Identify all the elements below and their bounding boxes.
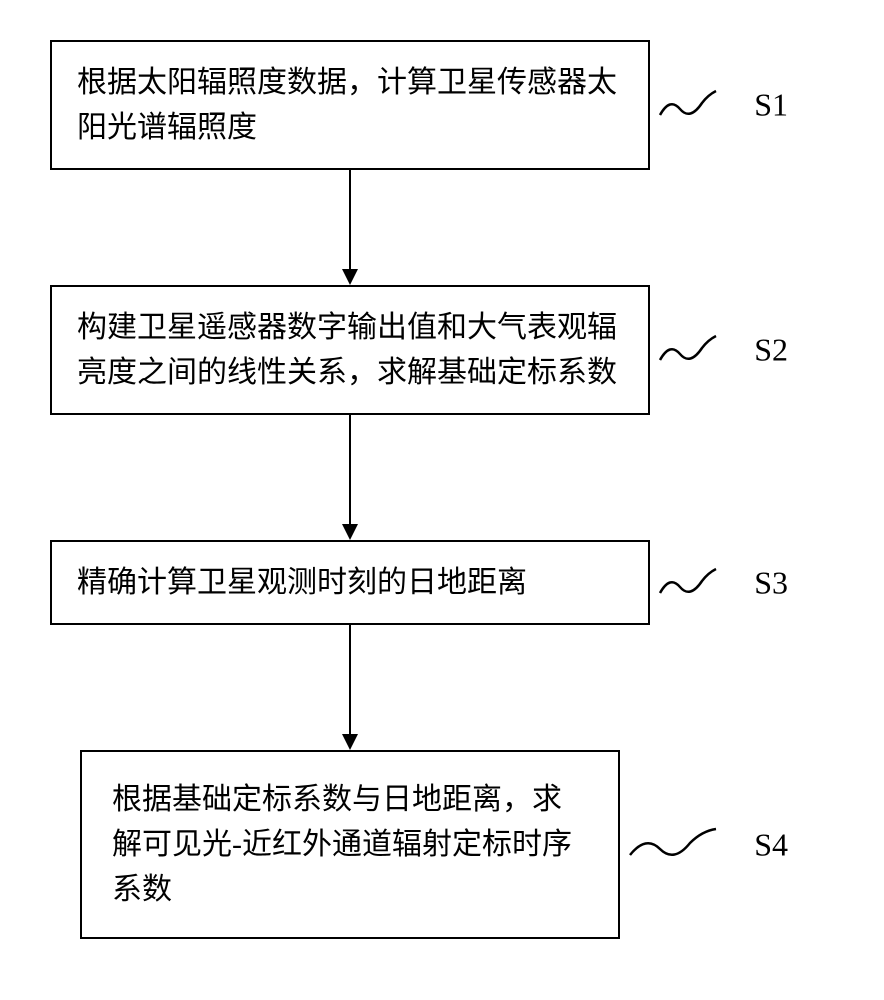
flowchart-node-s3: 精确计算卫星观测时刻的日地距离 S3: [50, 540, 650, 625]
connector-squiggle: [628, 825, 718, 865]
node-label: S1: [754, 87, 788, 124]
node-label: S4: [754, 826, 788, 863]
flowchart-arrow: [50, 415, 650, 540]
node-text: 根据太阳辐照度数据，计算卫星传感器太阳光谱辐照度: [77, 60, 623, 150]
connector-squiggle: [658, 563, 718, 603]
node-text: 构建卫星遥感器数字输出值和大气表观辐亮度之间的线性关系，求解基础定标系数: [77, 305, 623, 395]
flowchart-arrow: [50, 625, 650, 750]
flowchart-node-s2: 构建卫星遥感器数字输出值和大气表观辐亮度之间的线性关系，求解基础定标系数 S2: [50, 285, 650, 415]
flowchart-node-s1: 根据太阳辐照度数据，计算卫星传感器太阳光谱辐照度 S1: [50, 40, 650, 170]
flowchart-node-s4-container: 根据基础定标系数与日地距离，求解可见光-近红外通道辐射定标时序系数 S4: [50, 750, 650, 939]
node-label: S2: [754, 332, 788, 369]
connector-squiggle: [658, 85, 718, 125]
node-text: 精确计算卫星观测时刻的日地距离: [77, 560, 623, 605]
flowchart-container: 根据太阳辐照度数据，计算卫星传感器太阳光谱辐照度 S1 构建卫星遥感器数字输出值…: [50, 40, 834, 939]
flowchart-node-s4: 根据基础定标系数与日地距离，求解可见光-近红外通道辐射定标时序系数 S4: [80, 750, 620, 939]
node-text: 根据基础定标系数与日地距离，求解可见光-近红外通道辐射定标时序系数: [112, 777, 588, 912]
node-label: S3: [754, 564, 788, 601]
connector-squiggle: [658, 330, 718, 370]
flowchart-arrow: [50, 170, 650, 285]
